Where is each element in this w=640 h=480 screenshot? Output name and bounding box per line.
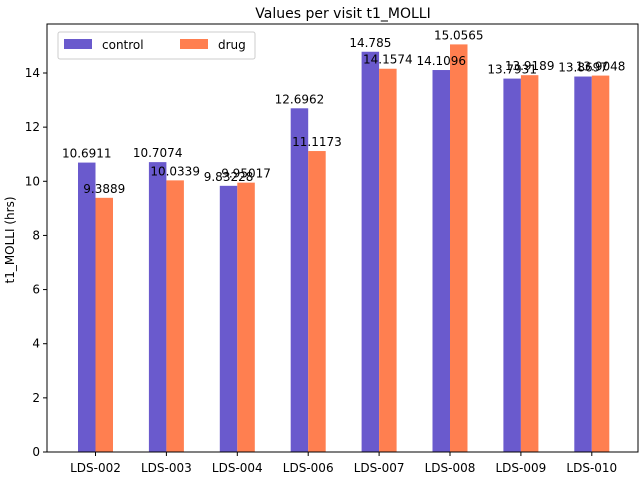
bar-control-LDS-010 [574,76,592,452]
legend-box [57,31,256,60]
data-label-drug-LDS-008: 15.0565 [434,28,484,42]
data-label-control-LDS-002: 10.6911 [62,147,112,161]
x-tick-label-LDS-003: LDS-003 [141,461,192,475]
x-tick-label-LDS-004: LDS-004 [212,461,263,475]
y-axis-ticks: 0 2 4 6 8 10 12 14 [25,66,47,459]
x-tick-label-LDS-010: LDS-010 [566,461,617,475]
legend: control drug [57,31,256,60]
data-label-control-LDS-003: 10.7074 [133,146,183,160]
data-label-drug-LDS-004: 9.95017 [221,167,271,181]
legend-swatch-drug [180,39,208,49]
legend-label-control: control [102,38,144,52]
y-tick-label: 2 [32,391,40,405]
bar-control-LDS-002 [78,162,96,452]
y-tick-label: 4 [32,337,40,351]
plot-frame [46,23,639,453]
y-tick-label: 10 [25,174,40,188]
x-tick-label-LDS-002: LDS-002 [70,461,121,475]
bar-drug-LDS-004 [237,182,255,452]
y-tick-label: 12 [25,120,40,134]
x-tick-label-LDS-008: LDS-008 [425,461,476,475]
data-label-control-LDS-009: 13.7931 [487,63,537,77]
data-label-drug-LDS-003: 10.0339 [150,164,200,178]
data-labels-group: 10.6911 10.7074 9.83228 12.6962 14.785 14.109… [62,28,625,195]
bar-drug-LDS-002 [95,197,113,452]
bar-drug-LDS-008 [450,44,468,453]
bar-control-LDS-004 [219,185,238,452]
bars-group [78,44,610,453]
y-tick-label: 0 [32,445,40,459]
bar-control-LDS-008 [432,70,450,452]
x-tick-label-LDS-006: LDS-006 [283,461,334,475]
legend-label-drug: drug [218,38,246,52]
x-axis-ticks: LDS-002 LDS-003 LDS-004 LDS-006 LDS-007 LDS-0… [70,452,617,475]
data-label-control-LDS-004: 9.83228 [204,170,254,184]
chart-title: Values per visit t1_MOLLI [255,6,430,22]
data-label-drug-LDS-006: 11.1173 [292,135,342,149]
data-label-drug-LDS-010: 13.9048 [576,60,626,74]
data-label-drug-LDS-007: 14.1574 [363,53,413,67]
bar-control-LDS-003 [148,162,167,452]
y-axis-label: t1_MOLLI (hrs) [3,196,17,283]
x-tick-label-LDS-009: LDS-009 [496,461,547,475]
legend-swatch-control [64,39,92,49]
data-label-control-LDS-008: 14.1096 [416,54,466,68]
y-tick-label: 14 [25,66,40,80]
bar-control-LDS-007 [361,51,380,452]
bar-control-LDS-006 [290,108,309,453]
data-label-control-LDS-010: 13.8697 [558,61,608,75]
bar-drug-LDS-003 [166,180,184,452]
bar-drug-LDS-007 [379,68,397,453]
data-label-drug-LDS-002: 9.3889 [83,182,125,196]
bar-control-LDS-009 [503,78,521,452]
x-tick-label-LDS-007: LDS-007 [354,461,405,475]
bar-drug-LDS-006 [308,151,326,453]
data-label-control-LDS-006: 12.6962 [275,92,325,106]
data-label-control-LDS-007: 14.785 [349,36,391,50]
data-label-drug-LDS-009: 13.9189 [505,59,555,73]
bar-drug-LDS-010 [591,75,610,452]
y-tick-label: 6 [32,283,40,297]
bar-drug-LDS-009 [520,75,539,452]
y-tick-label: 8 [32,228,40,242]
